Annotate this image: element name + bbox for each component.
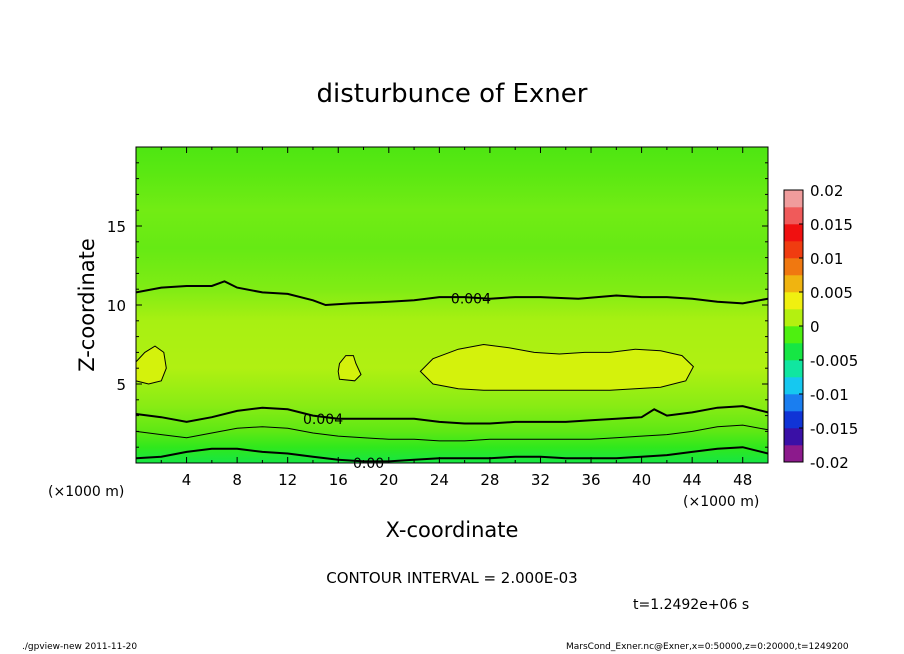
colorbar — [783, 189, 804, 463]
colorbar-label: -0.01 — [810, 386, 849, 404]
colorbar-label: 0.02 — [810, 182, 843, 200]
x-tick-label: 8 — [232, 471, 242, 489]
time-text: t=1.2492e+06 s — [633, 597, 749, 613]
footer-right: MarsCond_Exner.nc@Exner,x=0:50000,z=0:20… — [566, 642, 849, 652]
y-axis-ticks: 5 10 15 — [107, 162, 768, 448]
y-tick-label: 10 — [107, 297, 126, 315]
contour-line-4 — [136, 345, 167, 385]
x-tick-label: 32 — [531, 471, 550, 489]
contour-labels: 0.004 0.004 0.00 — [303, 292, 491, 472]
x-tick-label: 12 — [278, 471, 297, 489]
contour-line-6 — [419, 343, 695, 391]
x-tick-label: 20 — [379, 471, 398, 489]
contour-interval-text: CONTOUR INTERVAL = 2.000E-03 — [326, 569, 577, 587]
colorbar-swatch — [784, 445, 803, 463]
colorbar-swatch — [784, 190, 803, 208]
colorbar-swatch — [784, 394, 803, 412]
colorbar-swatch — [784, 309, 803, 327]
colorbar-label: 0.005 — [810, 284, 853, 302]
colorbar-swatch — [784, 411, 803, 429]
colorbar-swatch — [784, 224, 803, 242]
colorbar-swatch — [784, 207, 803, 225]
colorbar-labels: 0.02 0.015 0.01 0.005 0 -0.005 -0.01 -0.015 -0.0… — [799, 182, 858, 472]
x-tick-label: 44 — [683, 471, 702, 489]
x-tick-label: 16 — [329, 471, 348, 489]
x-axis-ticks: 4 8 12 16 20 24 28 32 36 40 44 48 — [160, 147, 752, 489]
x-tick-label: 48 — [733, 471, 752, 489]
colorbar-label: 0.01 — [810, 250, 843, 268]
colorbar-swatch — [784, 275, 803, 293]
high-region-fill-0 — [136, 346, 167, 384]
contour-label-0: 0.004 — [451, 292, 491, 308]
x-unit-left: (×1000 m) — [48, 484, 124, 500]
contour-line-0 — [136, 280, 768, 307]
contour-line-1 — [136, 405, 768, 425]
colorbar-swatch — [784, 377, 803, 395]
colorbar-label: 0 — [810, 318, 820, 336]
contour-line-3 — [136, 446, 768, 463]
high-region-fill-2 — [420, 344, 694, 391]
contour-label-2: 0.00 — [353, 456, 384, 472]
x-tick-label: 24 — [430, 471, 449, 489]
plot-area: 0.004 0.004 0.00 — [135, 146, 769, 472]
colorbar-swatch — [784, 326, 803, 344]
colorbar-swatch — [784, 360, 803, 378]
contour-lines — [136, 280, 768, 463]
x-tick-label: 28 — [480, 471, 499, 489]
y-tick-label: 15 — [107, 218, 126, 236]
colorbar-label: 0.015 — [810, 216, 853, 234]
colorbar-label: -0.015 — [810, 420, 858, 438]
colorbar-label: -0.02 — [810, 454, 849, 472]
x-axis-label: X-coordinate — [386, 518, 519, 542]
colorbar-swatch — [784, 241, 803, 259]
contour-label-1: 0.004 — [303, 412, 343, 428]
colorbar-swatch — [784, 343, 803, 361]
x-tick-label: 40 — [632, 471, 651, 489]
contour-line-5 — [337, 355, 362, 382]
x-unit-right: (×1000 m) — [683, 494, 759, 510]
x-tick-label: 36 — [581, 471, 600, 489]
colorbar-swatch — [784, 292, 803, 310]
chart-title: disturbunce of Exner — [317, 79, 588, 109]
contour-line-2 — [136, 424, 768, 442]
y-tick-label: 5 — [116, 376, 126, 394]
x-tick-label: 4 — [182, 471, 192, 489]
colorbar-swatch — [784, 428, 803, 446]
y-axis-label: Z-coordinate — [75, 238, 99, 372]
colorbar-label: -0.005 — [810, 352, 858, 370]
footer-left: ./gpview-new 2011-11-20 — [22, 642, 138, 652]
colorbar-swatch — [784, 258, 803, 276]
